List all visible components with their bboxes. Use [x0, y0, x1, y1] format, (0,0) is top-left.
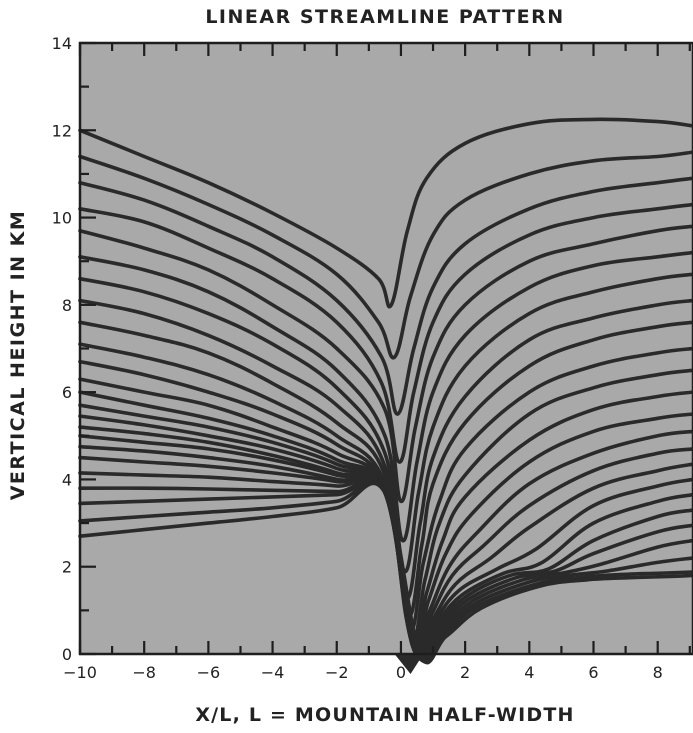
x-tick-label: 2 — [460, 663, 470, 682]
y-tick-label: 6 — [62, 383, 72, 402]
chart-title: LINEAR STREAMLINE PATTERN — [205, 6, 565, 28]
streamline-2 — [78, 150, 693, 360]
x-tick-label: −10 — [63, 663, 97, 682]
x-tick-label: 4 — [524, 663, 534, 682]
y-tick-label: 0 — [62, 645, 72, 664]
x-tick-label: 6 — [588, 663, 598, 682]
y-axis: 0 2 4 6 8 10 12 14 — [52, 34, 96, 664]
mountain-marker — [394, 654, 424, 674]
x-tick-label: −8 — [132, 663, 156, 682]
x-tick-label: −4 — [261, 663, 285, 682]
y-tick-label: 14 — [52, 34, 72, 53]
streamline-3 — [78, 176, 693, 416]
streamline-4 — [78, 202, 693, 464]
streamline-9 — [78, 320, 693, 619]
streamline-1 — [78, 117, 693, 309]
x-tick-label: −6 — [197, 663, 221, 682]
x-tick-label: 0 — [396, 663, 406, 682]
streamline-7 — [78, 272, 693, 574]
y-tick-label: 12 — [52, 121, 72, 140]
plot-area — [80, 43, 693, 654]
streamline-5 — [78, 224, 693, 504]
y-tick-label: 4 — [62, 470, 72, 489]
y-tick-label: 8 — [62, 296, 72, 315]
streamline-8 — [78, 298, 693, 601]
y-tick-label: 10 — [52, 209, 72, 228]
x-tick-label: −2 — [325, 663, 349, 682]
y-tick-label: 2 — [62, 558, 72, 577]
streamline-6 — [78, 250, 693, 543]
x-axis: −10 −8 −6 −4 −2 0 2 4 6 8 — [63, 43, 691, 682]
x-tick-label: 8 — [653, 663, 663, 682]
x-axis-label: X/L, L = MOUNTAIN HALF-WIDTH — [195, 704, 575, 726]
